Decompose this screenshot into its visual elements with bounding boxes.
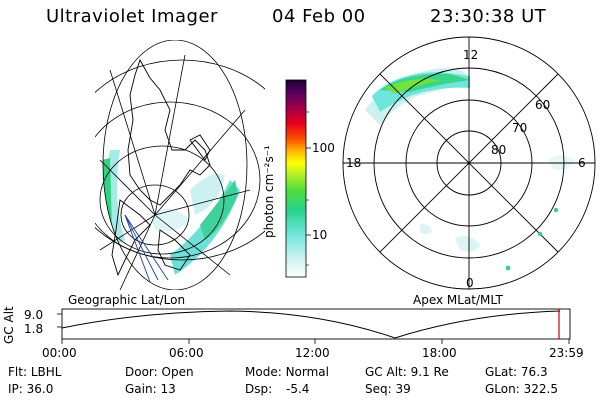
info-seq: Seq: 39 (365, 382, 411, 396)
mlt-label-6: 6 (578, 156, 586, 170)
info-door: Door: Open (125, 365, 194, 379)
mlt-label-18: 18 (346, 156, 362, 170)
timeline-y-tick-high: 9.0 (24, 308, 44, 322)
instrument-title: Ultraviolet Imager (46, 6, 218, 27)
info-flt: Flt: LBHL (8, 365, 62, 379)
timeline-x-tick-2: 12:00 (295, 346, 330, 360)
info-ip: IP: 36.0 (8, 382, 54, 396)
info-gc-alt: GC Alt: 9.1 Re (365, 365, 449, 379)
timeline-x-tick-0: 00:00 (42, 346, 77, 360)
date-label: 04 Feb 00 (272, 6, 366, 27)
info-glon: GLon: 322.5 (485, 382, 558, 396)
time-label: 23:30:38 UT (430, 6, 547, 27)
timeline-x-tick-3: 18:00 (422, 346, 457, 360)
mlat-label-80: 80 (491, 143, 507, 157)
apex-panel-label: Apex MLat/MLT (413, 293, 503, 307)
timeline-y-label: GC Alt (2, 306, 16, 344)
colorbar-label-10: 10 (312, 228, 328, 242)
mlat-label-60: 60 (535, 98, 551, 112)
timeline-x-tick-1: 06:00 (169, 346, 204, 360)
geographic-panel-label: Geographic Lat/Lon (68, 293, 186, 307)
info-gain: Gain: 13 (125, 382, 176, 396)
timeline-x-tick-4: 23:59 (549, 346, 584, 360)
info-mode: Mode: Normal (245, 365, 329, 379)
info-glat: GLat: 76.3 (485, 365, 548, 379)
mlt-label-0: 0 (466, 276, 474, 290)
timeline-y-tick-low: 1.8 (24, 322, 44, 336)
mlat-label-70: 70 (512, 121, 528, 135)
info-dsp: Dsp: -5.4 (245, 382, 310, 396)
mlt-label-12: 12 (463, 48, 479, 62)
colorbar-label-100: 100 (312, 141, 335, 155)
